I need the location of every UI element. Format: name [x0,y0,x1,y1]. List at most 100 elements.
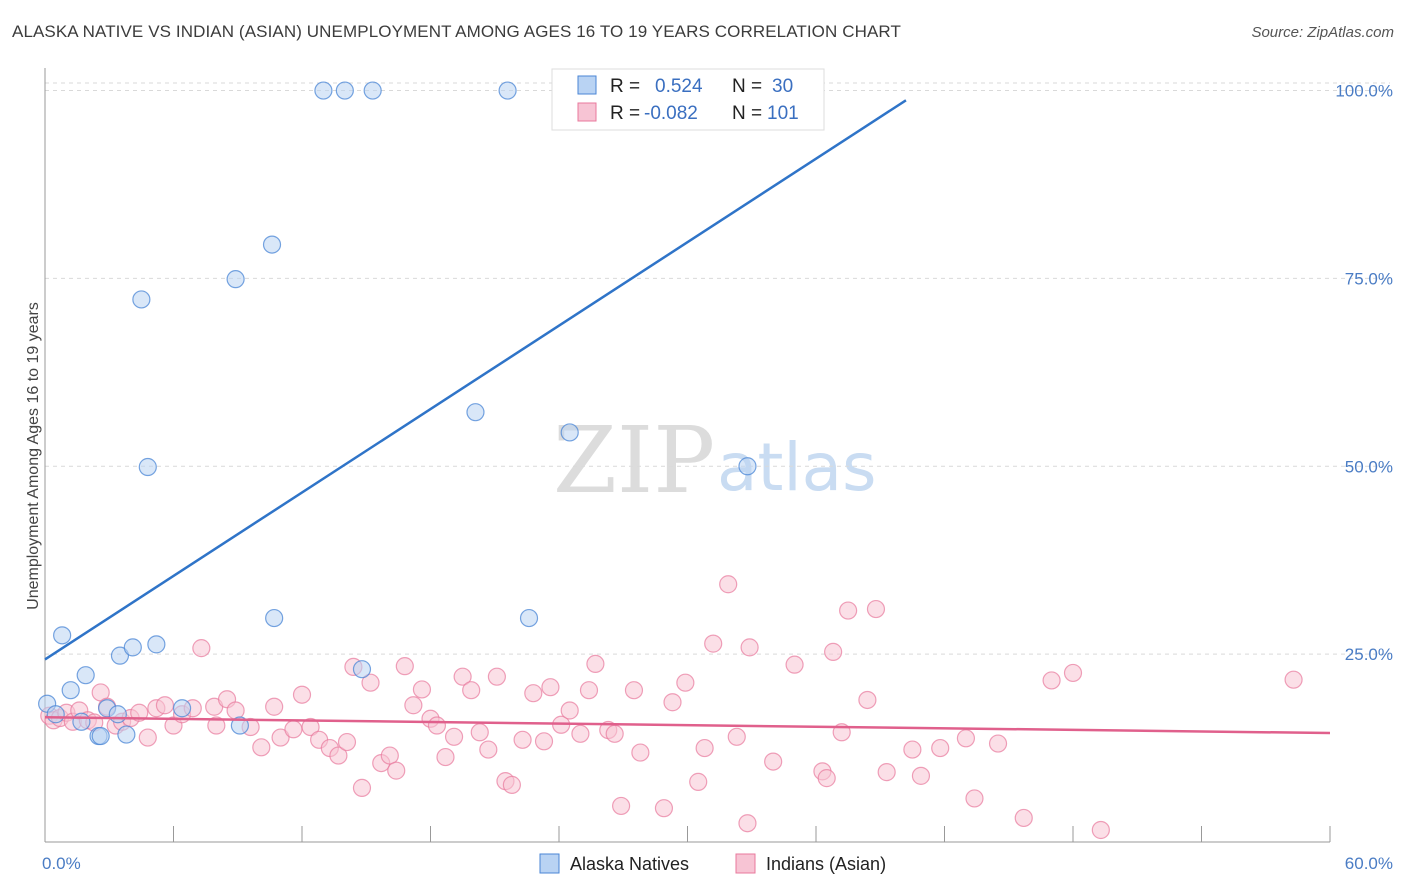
alaska-natives-point-23 [352,660,372,679]
indians-asian-point-55 [502,775,521,794]
alaska-natives-point-17 [226,270,245,289]
indians-asian-point-83 [817,769,836,788]
indians-asian-point-47 [436,747,455,767]
series-legend: Alaska Natives Indians (Asian) [539,853,886,874]
correlation-legend: R = 0.524 N = 30 R = -0.082 N = 101 [551,68,825,131]
alaska-natives-point-18 [230,716,249,735]
indians-asian-point-67 [612,796,631,816]
indians-asian-point-44 [412,680,432,699]
indians-asian-point-57 [524,684,543,703]
x-tick-label-1: 60.0% [1345,854,1393,873]
alaska-natives-point-19 [262,235,282,254]
indians-asian-point-20 [192,639,211,658]
legend-r-label-0: R = [610,76,640,97]
series-legend-label-alaska-natives: Alaska Natives [570,854,689,874]
indians-asian-point-14 [138,728,157,747]
indians-asian-point-22 [207,716,226,735]
indians-asian-point-41 [387,761,406,780]
indians-asian-point-42 [395,657,414,676]
chart-source: Source: ZipAtlas.com [1251,24,1394,41]
indians-asian-point-79 [740,638,759,657]
indians-asian-point-93 [956,729,976,748]
alaska-natives-point-21 [314,81,333,100]
indians-asian-point-73 [689,772,708,791]
alaska-natives-point-15 [147,635,166,654]
indians-asian-point-71 [663,693,682,712]
indians-asian-point-62 [571,724,590,743]
indians-asian-point-56 [513,730,532,749]
alaska-natives-points [38,81,757,746]
alaska-natives-point-14 [138,457,157,477]
alaska-natives-point-7 [91,726,110,746]
indians-asian-point-98 [1063,663,1083,683]
alaska-natives-point-5 [72,712,91,731]
indians-asian-point-81 [785,655,804,674]
indians-asian-point-66 [605,724,624,743]
y-tick-label-1: 50.0% [1345,457,1393,476]
indians-asian-point-77 [727,727,746,746]
alaska-natives-point-24 [363,81,382,100]
indians-asian-point-69 [631,743,650,762]
indians-asian-point-37 [352,778,372,797]
indians-asian-point-87 [858,690,877,710]
alaska-natives-point-4 [76,666,95,685]
y-tick-label-0: 25.0% [1345,645,1393,664]
indians-asian-point-99 [1091,820,1110,840]
alaska-natives-point-1 [46,705,65,724]
indians-asian-point-38 [361,673,380,692]
alaska-natives-point-26 [498,81,517,100]
indians-asian-point-29 [284,720,303,739]
indians-asian-point-35 [337,732,357,752]
indians-asian-point-97 [1042,671,1061,690]
alaska-natives-point-25 [466,403,485,422]
indians-asian-point-64 [586,654,605,674]
indians-asian-point-63 [579,681,599,700]
indians-asian-point-90 [903,740,922,759]
indians-asian-point-86 [839,601,858,620]
indians-asian-point-78 [738,814,757,833]
alaska-natives-point-28 [560,423,579,442]
indians-asian-point-51 [470,723,489,742]
legend-n-label-1: N = [732,103,762,124]
indians-asian-point-88 [866,599,886,619]
indians-asian-point-24 [226,701,245,720]
indians-asian-point-80 [764,752,783,771]
indians-asian-point-16 [155,696,175,715]
indians-asian-point-34 [329,746,348,765]
alaska-natives-point-10 [110,646,130,665]
alaska-natives-point-3 [61,681,80,700]
x-tick-labels: 0.0% 60.0% [42,854,1393,873]
alaska-natives-point-11 [117,725,136,744]
indians-asian-point-53 [487,667,506,686]
legend-n-value-1: 101 [767,103,799,124]
legend-r-label-1: R = [610,103,640,124]
legend-n-label-0: N = [732,76,762,97]
indians-asian-point-50 [462,681,481,700]
indians-asian-point-74 [695,738,714,758]
grid-lines [45,82,1390,655]
indians-asian-point-89 [877,763,896,782]
y-tick-label-2: 75.0% [1345,269,1393,288]
indians-asian-point-58 [534,732,554,751]
indians-asian-point-26 [252,738,271,757]
indians-asian-point-94 [965,789,984,808]
indians-asian-point-76 [719,575,738,594]
legend-swatch-indians-asian [577,102,597,122]
indians-asian-point-13 [130,703,149,722]
alaska-natives-point-27 [519,608,539,628]
chart-title: ALASKA NATIVE VS INDIAN (ASIAN) UNEMPLOY… [12,22,901,41]
watermark: ZIP atlas [553,407,877,514]
legend-box [551,68,825,131]
indians-asian-point-96 [1014,808,1033,828]
y-tick-labels: 25.0% 50.0% 75.0% 100.0% [1335,82,1393,665]
indians-asian-point-75 [704,634,723,653]
indians-asian-point-68 [624,681,644,700]
alaska-natives-point-20 [265,608,284,628]
indians-asian-point-31 [301,717,320,737]
indians-asian-point-70 [654,799,674,818]
alaska-natives-point-16 [172,699,192,718]
alaska-natives-point-9 [108,705,127,724]
alaska-natives-point-22 [335,81,354,100]
indians-asian-point-72 [676,673,695,692]
